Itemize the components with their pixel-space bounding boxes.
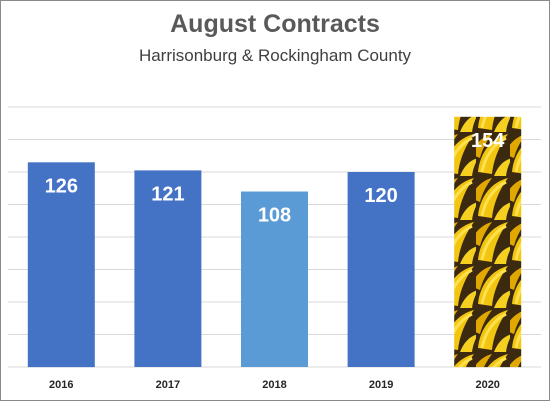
category-label-2020: 2020 bbox=[475, 379, 499, 391]
value-label-2016: 126 bbox=[45, 175, 78, 197]
category-label-2018: 2018 bbox=[262, 379, 286, 391]
value-label-2020: 154 bbox=[471, 130, 505, 152]
bar-2018 bbox=[241, 191, 308, 367]
bar-2016 bbox=[27, 162, 95, 368]
category-labels: 2016 2017 2018 2019 2020 bbox=[49, 379, 500, 391]
chart-subtitle: Harrisonburg & Rockingham County bbox=[138, 46, 412, 65]
value-label-2017: 121 bbox=[151, 183, 184, 205]
value-labels: 126 121 108 120 154 bbox=[45, 130, 506, 227]
chart-title: August Contracts bbox=[170, 10, 380, 38]
bar-2019 bbox=[347, 172, 415, 367]
value-label-2018: 108 bbox=[258, 205, 291, 227]
bar-2017 bbox=[134, 170, 202, 367]
value-label-2019: 120 bbox=[364, 185, 397, 207]
bar-2020 bbox=[454, 116, 522, 368]
category-label-2019: 2019 bbox=[369, 379, 393, 391]
category-label-2017: 2017 bbox=[156, 379, 180, 391]
bars bbox=[27, 116, 522, 368]
category-label-2016: 2016 bbox=[49, 379, 73, 391]
